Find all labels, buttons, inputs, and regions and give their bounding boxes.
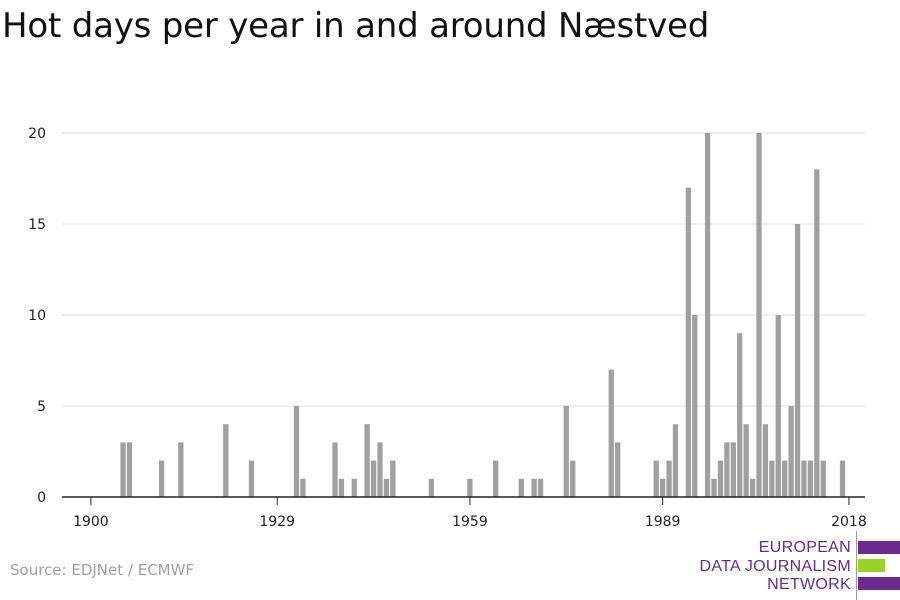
bar [537,478,544,497]
bar [120,442,126,497]
bar [839,460,846,497]
bar [467,478,473,497]
bar [769,460,775,497]
logo-divider [856,531,857,600]
x-tick-label: 2018 [831,514,867,530]
bar [788,406,794,497]
bar [428,478,435,497]
bar [724,442,730,497]
axes: 0 5 10 15 20 1900 1929 1959 1989 2018 [28,126,867,530]
bar [782,460,788,497]
bar [370,460,377,497]
y-tick-label: 10 [28,308,46,324]
y-tick-label: 0 [37,490,46,506]
x-tick-label: 1959 [452,514,488,530]
bar [814,169,820,497]
bar [743,424,749,497]
bar [660,478,666,497]
bar [737,333,743,497]
logo-bar-top [858,541,900,554]
bar [794,224,801,497]
bar [338,478,345,497]
bar [390,460,396,497]
bar [685,187,691,497]
bar [518,478,524,497]
logo-bar-bottom [858,577,900,590]
y-tick-label: 20 [28,126,46,142]
bar [704,133,711,497]
bar [749,478,756,497]
y-tick-label: 5 [37,399,46,415]
x-tick-label: 1989 [645,514,681,530]
bar [672,424,679,497]
logo-line-3: NETWORK [767,576,851,593]
source-note: Source: EDJNet / ECMWF [10,561,195,579]
bar [801,460,807,497]
bar [300,478,306,497]
bar [711,478,717,497]
bar [807,460,814,497]
bar [531,478,537,497]
bar [364,424,370,497]
bar [666,460,672,497]
bar [126,442,133,497]
bar [178,442,184,497]
grid-lines [62,132,865,407]
bar [223,424,229,497]
logo-bar-middle [858,559,885,572]
logo-line-2: DATA JOURNALISM [699,557,851,575]
chart-title: Hot days per year in and around Næstved [2,6,710,46]
bar [383,478,390,497]
bar [730,442,736,497]
bar [563,406,569,497]
bars [120,133,846,497]
bar [615,442,621,497]
bar [248,460,255,497]
bar [570,460,576,497]
bar [717,460,724,497]
x-tick-label: 1900 [73,514,109,530]
x-tick-label: 1929 [259,514,295,530]
bar [608,369,614,497]
bar [756,133,762,497]
y-tick-label: 15 [28,217,46,233]
bar [158,460,165,497]
bar [775,315,781,497]
bar [692,315,698,497]
edjnet-logo-text: EUROPEAN DATA JOURNALISM NETWORK [700,539,851,595]
bar [293,406,300,497]
bar [653,460,659,497]
bar [351,478,357,497]
bar [332,442,338,497]
bar [762,424,769,497]
bar [820,460,826,497]
bar [492,460,499,497]
logo-line-1: EUROPEAN [758,539,851,556]
bar [377,442,383,497]
